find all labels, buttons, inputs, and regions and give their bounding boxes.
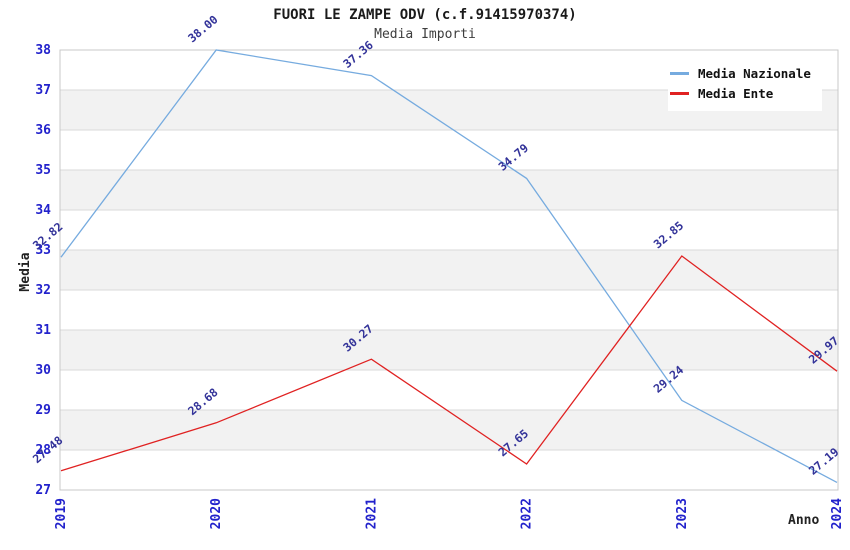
y-tick-label: 31 [35,323,51,338]
plot-band [60,170,838,210]
x-axis-label: Anno [788,513,820,528]
y-tick-label: 33 [35,243,51,258]
legend-item-media-ente: Media Ente [670,86,820,101]
y-tick-label: 30 [35,363,51,378]
y-tick-label: 29 [35,403,51,418]
y-tick-label: 32 [35,283,51,298]
plot-band [60,250,838,290]
series-line-media-nazionale [60,49,838,483]
y-tick-label: 28 [35,443,51,458]
x-tick-label: 2023 [675,498,690,529]
y-tick-label: 37 [35,83,51,98]
y-tick-label: 34 [35,203,51,218]
chart-subtitle: Media Importi [374,27,476,42]
data-point-label: 34.79 [496,141,532,174]
y-axis-label: Media [18,252,33,292]
x-tick-label: 2020 [209,498,224,529]
x-tick-label: 2019 [54,498,69,529]
data-point-label: 37.36 [340,38,376,71]
legend-line-swatch-red [670,92,689,95]
legend-line-swatch-blue [670,72,689,75]
plot-band [60,410,838,450]
y-tick-label: 35 [35,163,51,178]
plot-band [60,330,838,370]
y-tick-label: 36 [35,123,51,138]
legend-label-media-nazionale: Media Nazionale [698,66,811,81]
x-tick-label: 2024 [830,498,845,529]
legend: Media Nazionale Media Ente [668,56,822,111]
legend-item-media-nazionale: Media Nazionale [670,66,820,81]
data-point-label: 32.85 [651,218,687,251]
chart-title: FUORI LE ZAMPE ODV (c.f.91415970374) [273,7,577,23]
data-point-label: 38.00 [185,12,221,45]
x-tick-label: 2021 [364,498,379,529]
y-tick-label: 27 [35,483,51,498]
legend-label-media-ente: Media Ente [698,86,774,101]
series-line-media-ente [60,255,838,472]
plot-border [59,49,839,491]
x-tick-label: 2022 [520,498,535,529]
y-tick-label: 38 [35,43,51,58]
